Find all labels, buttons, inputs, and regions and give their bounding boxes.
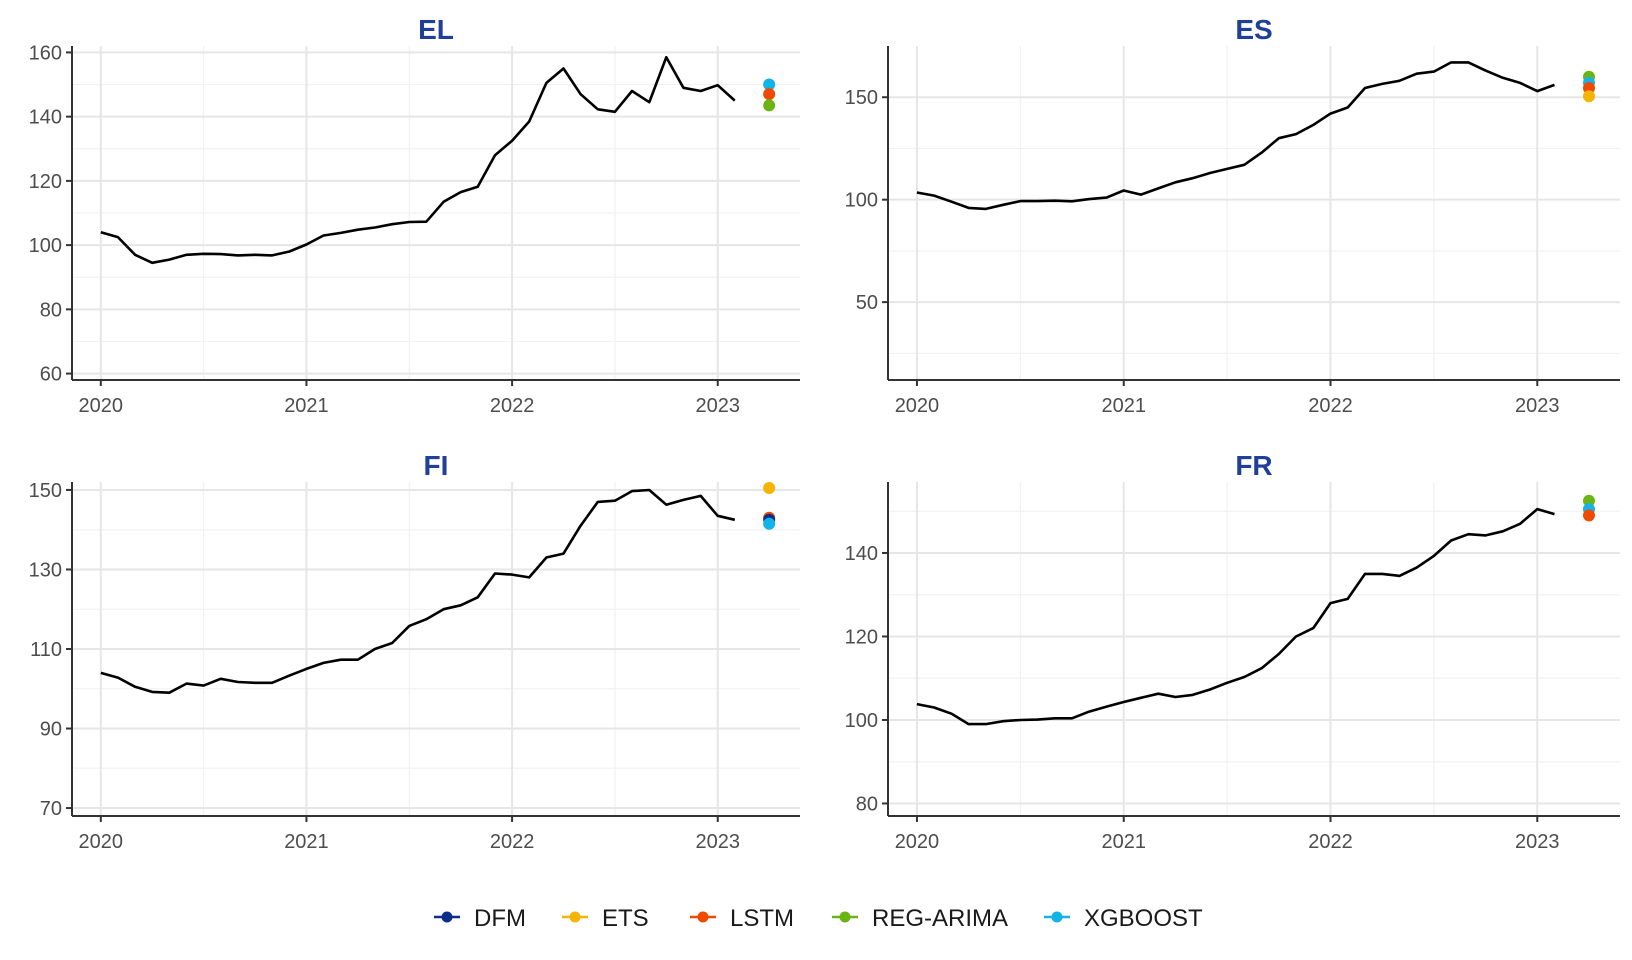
- x-tick-label: 2020: [895, 395, 940, 417]
- y-tick-label: 100: [845, 190, 878, 212]
- y-tick-label: 50: [856, 292, 878, 314]
- forecast-point-lstm: [1582, 509, 1595, 522]
- forecast-point-ets: [1582, 90, 1595, 103]
- y-tick-label: 120: [29, 171, 62, 193]
- panel-fr: 80 100 120 140 2020 2021 2022 2023 FR: [845, 450, 1620, 853]
- y-tick-label: 130: [29, 559, 62, 581]
- forecast-point-reg-arima: [1582, 494, 1595, 507]
- y-tick-label: 100: [29, 235, 62, 257]
- legend-label: REG-ARIMA: [872, 905, 1008, 932]
- x-tick-label: 2020: [79, 831, 124, 853]
- y-tick-label: 110: [30, 639, 62, 661]
- panel-title: EL: [418, 14, 454, 45]
- y-tick-label: 160: [29, 42, 62, 64]
- y-tick-label: 120: [845, 626, 878, 648]
- y-tick-label: 70: [40, 798, 62, 820]
- forecast-point-xgboost: [763, 517, 776, 530]
- x-tick-label: 2021: [284, 395, 329, 417]
- panel-el: 60 80 100 120 140 160 2020 2021 2022 2023 EL: [29, 14, 800, 417]
- panel-fi: 70 90 110 130 150 2020 2021 2022 2023 FI: [29, 450, 800, 853]
- y-tick-label: 100: [845, 710, 878, 732]
- y-tick-label: 150: [29, 480, 62, 502]
- panel-title: FR: [1235, 450, 1272, 481]
- y-tick-label: 80: [856, 793, 878, 815]
- legend-item-ets: ETS: [562, 905, 649, 932]
- forecast-point-lstm: [1582, 82, 1595, 95]
- x-tick-label: 2023: [695, 395, 740, 417]
- legend-label: ETS: [602, 905, 649, 932]
- legend-label: DFM: [474, 905, 526, 932]
- x-tick-label: 2021: [284, 831, 329, 853]
- x-tick-label: 2023: [695, 831, 740, 853]
- legend-item-lstm: LSTM: [690, 905, 794, 932]
- forecast-point-ets: [763, 481, 776, 494]
- forecast-point-reg-arima: [763, 99, 776, 112]
- x-tick-label: 2020: [895, 831, 940, 853]
- legend-key-point: [569, 911, 581, 923]
- series-line: [916, 507, 1555, 726]
- x-tick-label: 2023: [1515, 395, 1560, 417]
- x-tick-label: 2021: [1101, 395, 1146, 417]
- legend-key-point: [1051, 911, 1063, 923]
- y-tick-label: 140: [845, 543, 878, 565]
- legend-label: LSTM: [730, 905, 794, 932]
- forecast-point-xgboost: [763, 78, 776, 91]
- legend-item-reg-arima: REG-ARIMA: [832, 905, 1008, 932]
- x-tick-label: 2022: [490, 395, 535, 417]
- y-tick-label: 150: [845, 87, 878, 109]
- series-line: [100, 55, 736, 265]
- y-tick-label: 140: [29, 107, 62, 129]
- series-line: [100, 488, 736, 694]
- chart-panels: 60 80 100 120 140 160 2020 2021 2022 2023 EL 50 100 1…: [29, 14, 1620, 853]
- chart-legend: DFM ETS LSTM REG-ARIMA XGBOOST: [434, 905, 1203, 932]
- panel-title: FI: [424, 450, 449, 481]
- legend-label: XGBOOST: [1084, 905, 1203, 932]
- x-tick-label: 2022: [490, 831, 535, 853]
- series-line: [916, 61, 1555, 211]
- legend-key-point: [441, 911, 453, 923]
- x-tick-label: 2022: [1308, 395, 1353, 417]
- x-tick-label: 2022: [1308, 831, 1353, 853]
- legend-key-point: [839, 911, 851, 923]
- legend-item-xgboost: XGBOOST: [1044, 905, 1203, 932]
- y-tick-label: 80: [40, 299, 62, 321]
- y-tick-label: 90: [40, 719, 62, 741]
- forecast-point-lstm: [763, 88, 776, 101]
- x-tick-label: 2020: [79, 395, 124, 417]
- panel-title: ES: [1235, 14, 1272, 45]
- legend-key-point: [697, 911, 709, 923]
- legend-item-dfm: DFM: [434, 905, 526, 932]
- y-tick-label: 60: [40, 364, 62, 386]
- panel-es: 50 100 150 2020 2021 2022 2023 ES: [845, 14, 1620, 417]
- x-tick-label: 2023: [1515, 831, 1560, 853]
- x-tick-label: 2021: [1101, 831, 1146, 853]
